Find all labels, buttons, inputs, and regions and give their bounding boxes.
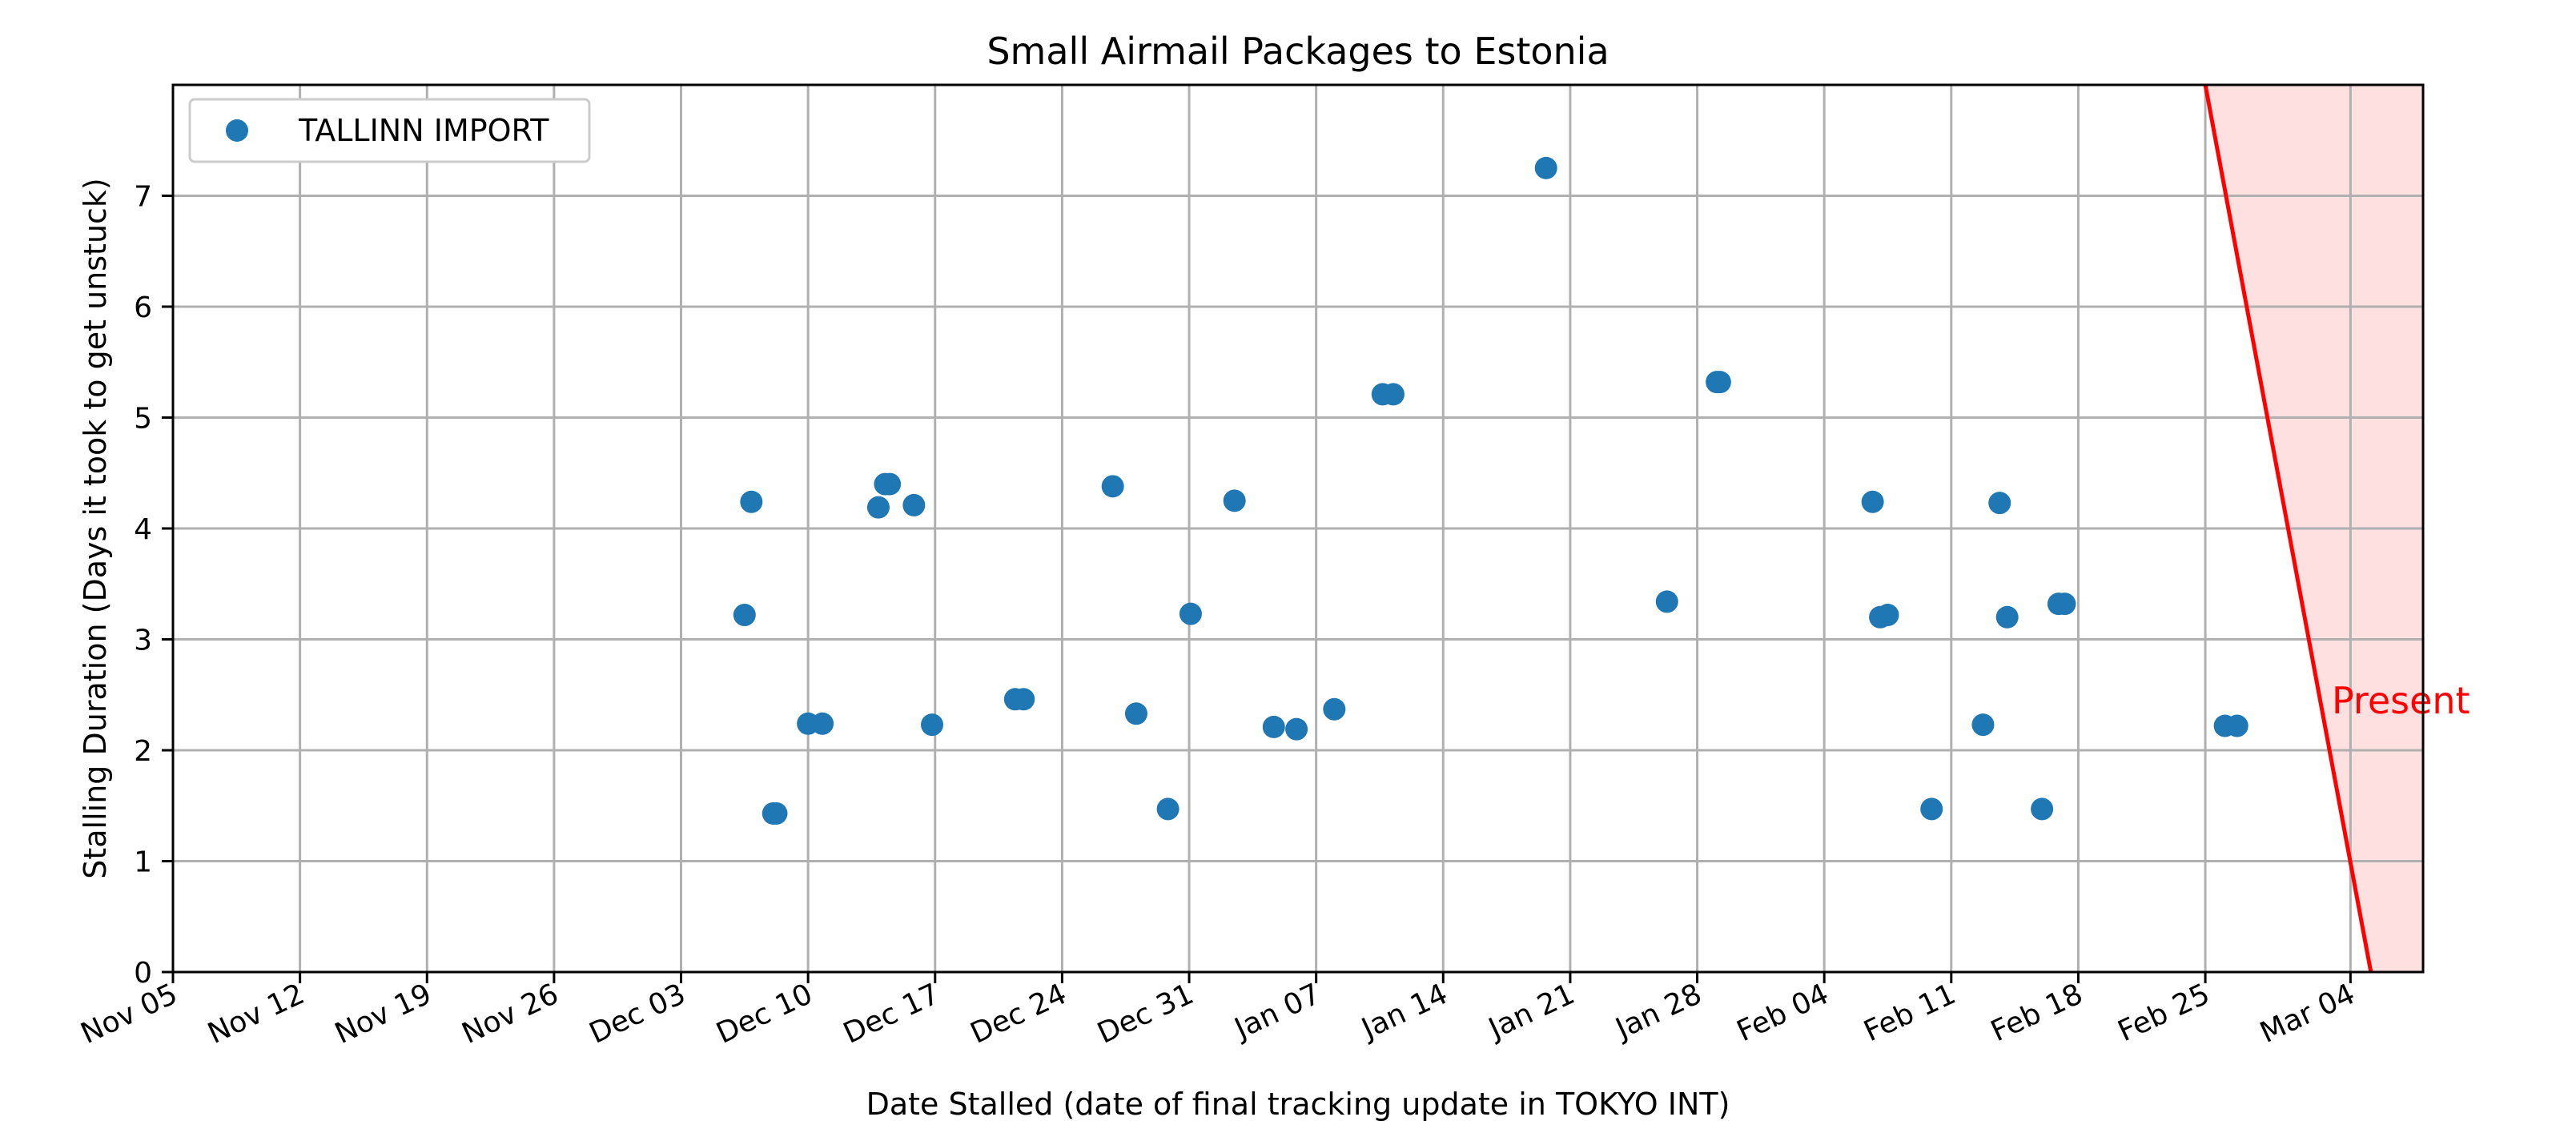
data-point bbox=[740, 490, 763, 513]
legend: TALLINN IMPORT bbox=[188, 98, 591, 163]
x-axis-label: Date Stalled (date of final tracking upd… bbox=[866, 1087, 1730, 1122]
data-point bbox=[1861, 490, 1884, 513]
legend-label: TALLINN IMPORT bbox=[298, 113, 549, 148]
y-axis-label: Stalling Duration (Days it took to get u… bbox=[78, 178, 113, 879]
legend-box bbox=[188, 98, 591, 163]
data-point bbox=[1920, 797, 1943, 821]
legend-marker bbox=[226, 119, 248, 142]
data-point bbox=[920, 713, 943, 737]
data-point bbox=[2225, 714, 2248, 737]
data-point bbox=[1381, 383, 1405, 406]
data-point bbox=[1156, 797, 1179, 821]
data-point bbox=[1655, 590, 1678, 613]
data-point bbox=[1012, 688, 1035, 711]
data-point bbox=[765, 802, 788, 825]
data-point bbox=[2031, 797, 2054, 821]
data-point bbox=[1876, 604, 1899, 627]
data-point bbox=[2053, 593, 2076, 616]
data-point bbox=[1262, 715, 1285, 738]
present-label: Present bbox=[2332, 679, 2470, 722]
data-point bbox=[811, 712, 834, 735]
y-tick-label: 1 bbox=[134, 846, 152, 879]
data-point bbox=[1101, 475, 1124, 498]
y-tick-label: 2 bbox=[134, 735, 152, 768]
y-tick-label: 4 bbox=[134, 513, 152, 546]
data-point bbox=[1323, 697, 1346, 721]
y-tick-label: 7 bbox=[134, 181, 152, 214]
y-tick-label: 0 bbox=[134, 957, 152, 990]
chart-title: Small Airmail Packages to Estonia bbox=[987, 30, 1609, 73]
data-point bbox=[1995, 605, 2019, 629]
y-tick-label: 5 bbox=[134, 403, 152, 436]
data-point bbox=[1285, 717, 1308, 741]
y-tick-label: 3 bbox=[134, 625, 152, 657]
y-axis-ticks: 0 1 2 3 4 5 6 7 bbox=[134, 181, 173, 990]
data-point bbox=[866, 496, 890, 519]
data-point bbox=[1534, 156, 1557, 179]
scatter-points bbox=[733, 156, 2248, 825]
present-line bbox=[2203, 84, 2373, 973]
data-point bbox=[1223, 489, 1246, 512]
data-point bbox=[1971, 713, 1995, 737]
data-point bbox=[733, 604, 756, 627]
data-point bbox=[878, 472, 902, 496]
data-point bbox=[1179, 602, 1202, 625]
data-point bbox=[1124, 702, 1147, 725]
data-point bbox=[1988, 492, 2011, 515]
data-point bbox=[902, 493, 926, 516]
y-tick-label: 6 bbox=[134, 291, 152, 324]
data-point bbox=[1708, 371, 1731, 394]
